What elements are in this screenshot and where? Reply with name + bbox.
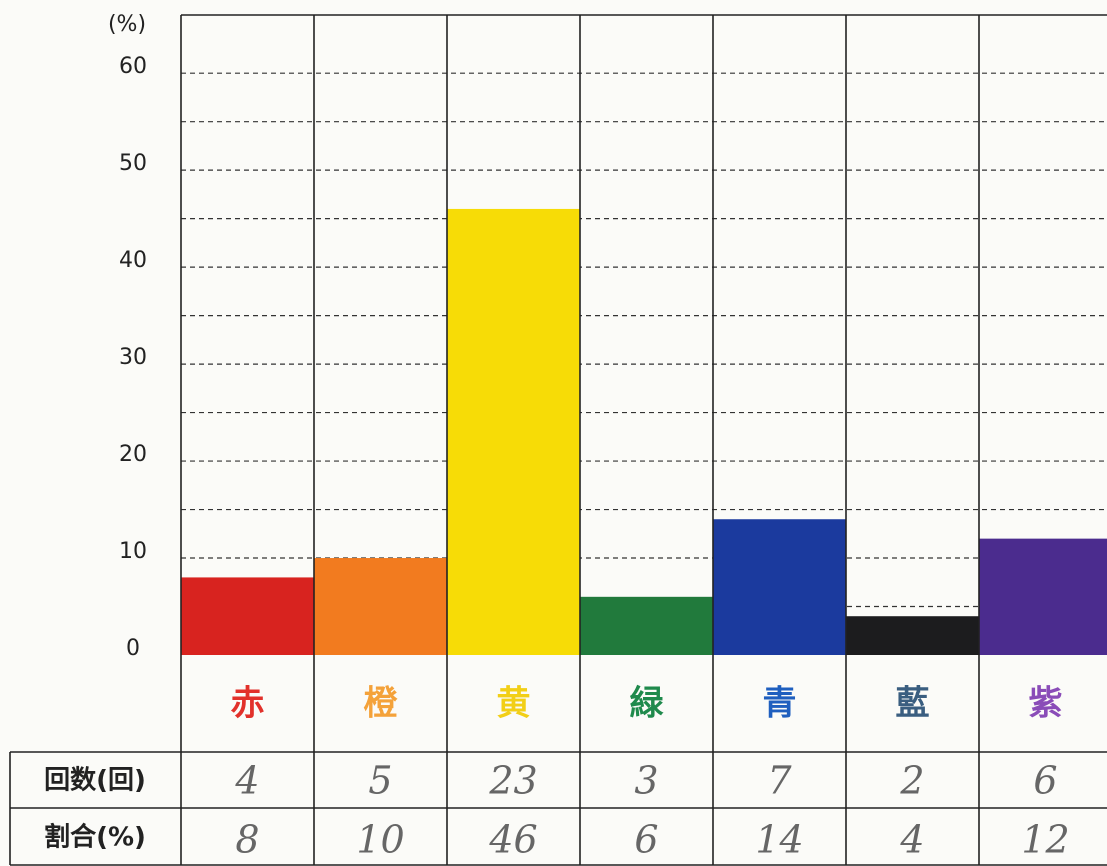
bar xyxy=(979,538,1107,655)
percent-cell: 46 xyxy=(488,818,537,862)
count-cell: 6 xyxy=(1033,759,1057,803)
y-tick-label: 30 xyxy=(119,345,147,370)
count-cell: 2 xyxy=(899,759,924,803)
category-label: 青 xyxy=(763,684,797,724)
category-label: 緑 xyxy=(630,684,665,724)
category-label: 藍 xyxy=(896,684,930,724)
y-tick-label: 40 xyxy=(119,248,147,273)
category-label: 黄 xyxy=(497,684,531,724)
bar xyxy=(314,558,447,655)
bar xyxy=(846,616,979,655)
y-tick-label: 20 xyxy=(119,442,147,467)
percent-cell: 4 xyxy=(899,818,924,862)
y-tick-label: 10 xyxy=(119,539,147,564)
category-label: 橙 xyxy=(364,684,399,724)
percent-cell: 6 xyxy=(634,818,658,862)
y-tick-label: 50 xyxy=(119,151,147,176)
count-cell: 5 xyxy=(368,759,392,803)
y-axis-label: (%) xyxy=(108,12,146,37)
percent-cell: 12 xyxy=(1021,818,1069,862)
row-label: 割合(%) xyxy=(44,822,146,853)
count-cell: 7 xyxy=(767,759,792,803)
row-label: 回数(回) xyxy=(44,766,146,796)
bar xyxy=(447,208,580,655)
count-cell: 4 xyxy=(234,759,259,803)
percent-cell: 10 xyxy=(356,818,404,862)
count-cell: 3 xyxy=(634,759,658,803)
y-tick-label: 0 xyxy=(126,636,140,661)
bar xyxy=(713,519,846,655)
bar xyxy=(181,577,314,655)
category-label: 赤 xyxy=(231,684,265,724)
bar xyxy=(580,596,713,655)
percent-cell: 8 xyxy=(235,818,259,862)
y-tick-label: 60 xyxy=(119,54,147,79)
count-cell: 23 xyxy=(488,759,537,803)
category-label: 紫 xyxy=(1029,684,1063,724)
percent-cell: 14 xyxy=(755,818,803,862)
